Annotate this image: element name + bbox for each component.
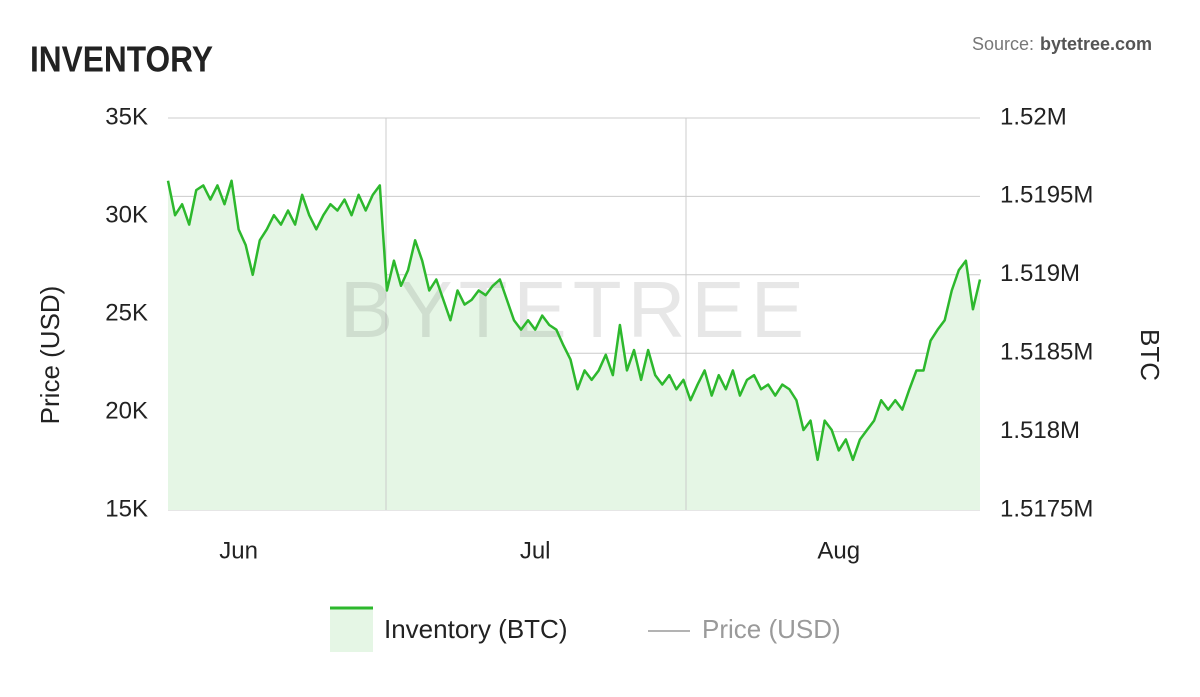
watermark: BYTETREE [340,265,810,354]
y2-tick-label: 1.518M [1000,417,1080,444]
x-tick-label: Jun [219,537,258,564]
y-tick-label: 35K [105,103,148,130]
y-axis-label: Price (USD) [35,286,65,425]
y-tick-label: 25K [105,299,148,326]
source-label: Source: [972,34,1034,54]
y-tick-label: 20K [105,397,148,424]
area [168,180,980,510]
chart-title: INVENTORY [30,39,213,80]
line [166,179,982,462]
x-tick-label: Aug [817,537,860,564]
y2-tick-label: 1.519M [1000,260,1080,287]
y2-tick-label: 1.52M [1000,103,1067,130]
legend-label: Inventory (BTC) [384,614,568,644]
source-site: bytetree.com [1040,34,1152,54]
plot-area [168,117,980,511]
legend-label: Price (USD) [702,614,841,644]
y2-axis-label: BTC [1135,329,1165,381]
x-tick-label: Jul [520,537,551,564]
y2-tick-label: 1.5185M [1000,339,1093,366]
legend-swatch [330,607,373,652]
y-tick-label: 15K [105,495,148,522]
y2-tick-label: 1.5175M [1000,495,1093,522]
y-tick-label: 30K [105,201,148,228]
y2-tick-label: 1.5195M [1000,182,1093,209]
